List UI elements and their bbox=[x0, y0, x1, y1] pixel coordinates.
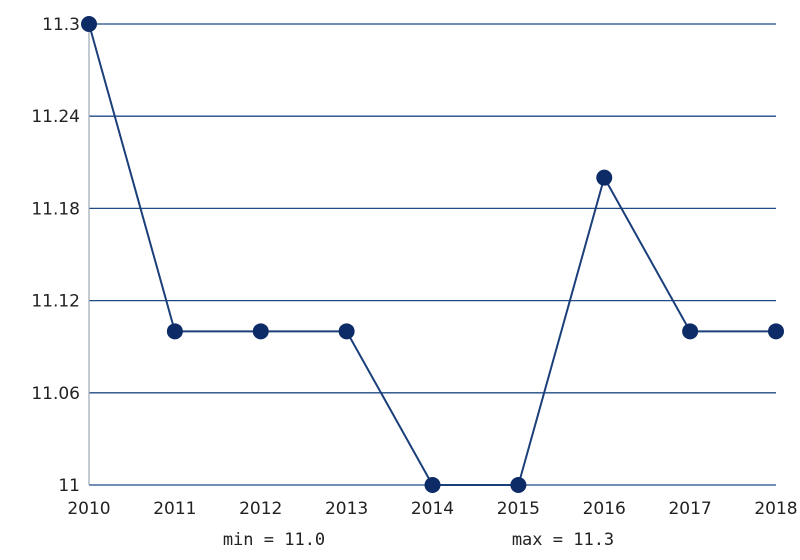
series-group bbox=[81, 16, 784, 493]
x-tick-label: 2013 bbox=[325, 499, 368, 519]
y-axis-tick-labels: 11 11.06 11.12 11.18 11.24 11.3 bbox=[31, 15, 80, 496]
x-tick-label: 2014 bbox=[411, 499, 454, 519]
x-tick-label: 2018 bbox=[754, 499, 797, 519]
x-tick-label: 2010 bbox=[67, 499, 110, 519]
y-tick-label: 11.12 bbox=[31, 292, 80, 312]
data-point-2010 bbox=[81, 16, 97, 32]
data-point-2015 bbox=[510, 477, 527, 493]
y-tick-label: 11 bbox=[58, 476, 80, 496]
min-summary-label: min = 11.0 bbox=[223, 530, 325, 550]
y-tick-label: 11.18 bbox=[31, 199, 80, 219]
series-line bbox=[88, 23, 776, 486]
x-tick-label: 2016 bbox=[583, 499, 626, 519]
x-tick-label: 2017 bbox=[668, 499, 711, 519]
x-axis-tick-labels: 2010 2011 2012 2013 2014 2015 2016 2017 2018 bbox=[67, 499, 797, 519]
y-tick-label: 11.06 bbox=[31, 384, 80, 404]
x-tick-label: 2011 bbox=[153, 499, 196, 519]
data-point-2011 bbox=[166, 323, 183, 340]
data-point-2013 bbox=[338, 323, 355, 340]
gridlines bbox=[88, 16, 776, 486]
y-tick-label: 11.3 bbox=[42, 15, 80, 35]
x-tick-label: 2012 bbox=[239, 499, 282, 519]
data-point-2012 bbox=[252, 323, 269, 340]
data-point-2014 bbox=[424, 477, 441, 493]
data-point-2017 bbox=[682, 323, 699, 340]
x-tick-label: 2015 bbox=[497, 499, 540, 519]
data-point-2018 bbox=[768, 323, 784, 340]
max-summary-label: max = 11.3 bbox=[512, 530, 614, 550]
y-tick-label: 11.24 bbox=[31, 107, 80, 127]
data-point-2016 bbox=[596, 169, 613, 186]
